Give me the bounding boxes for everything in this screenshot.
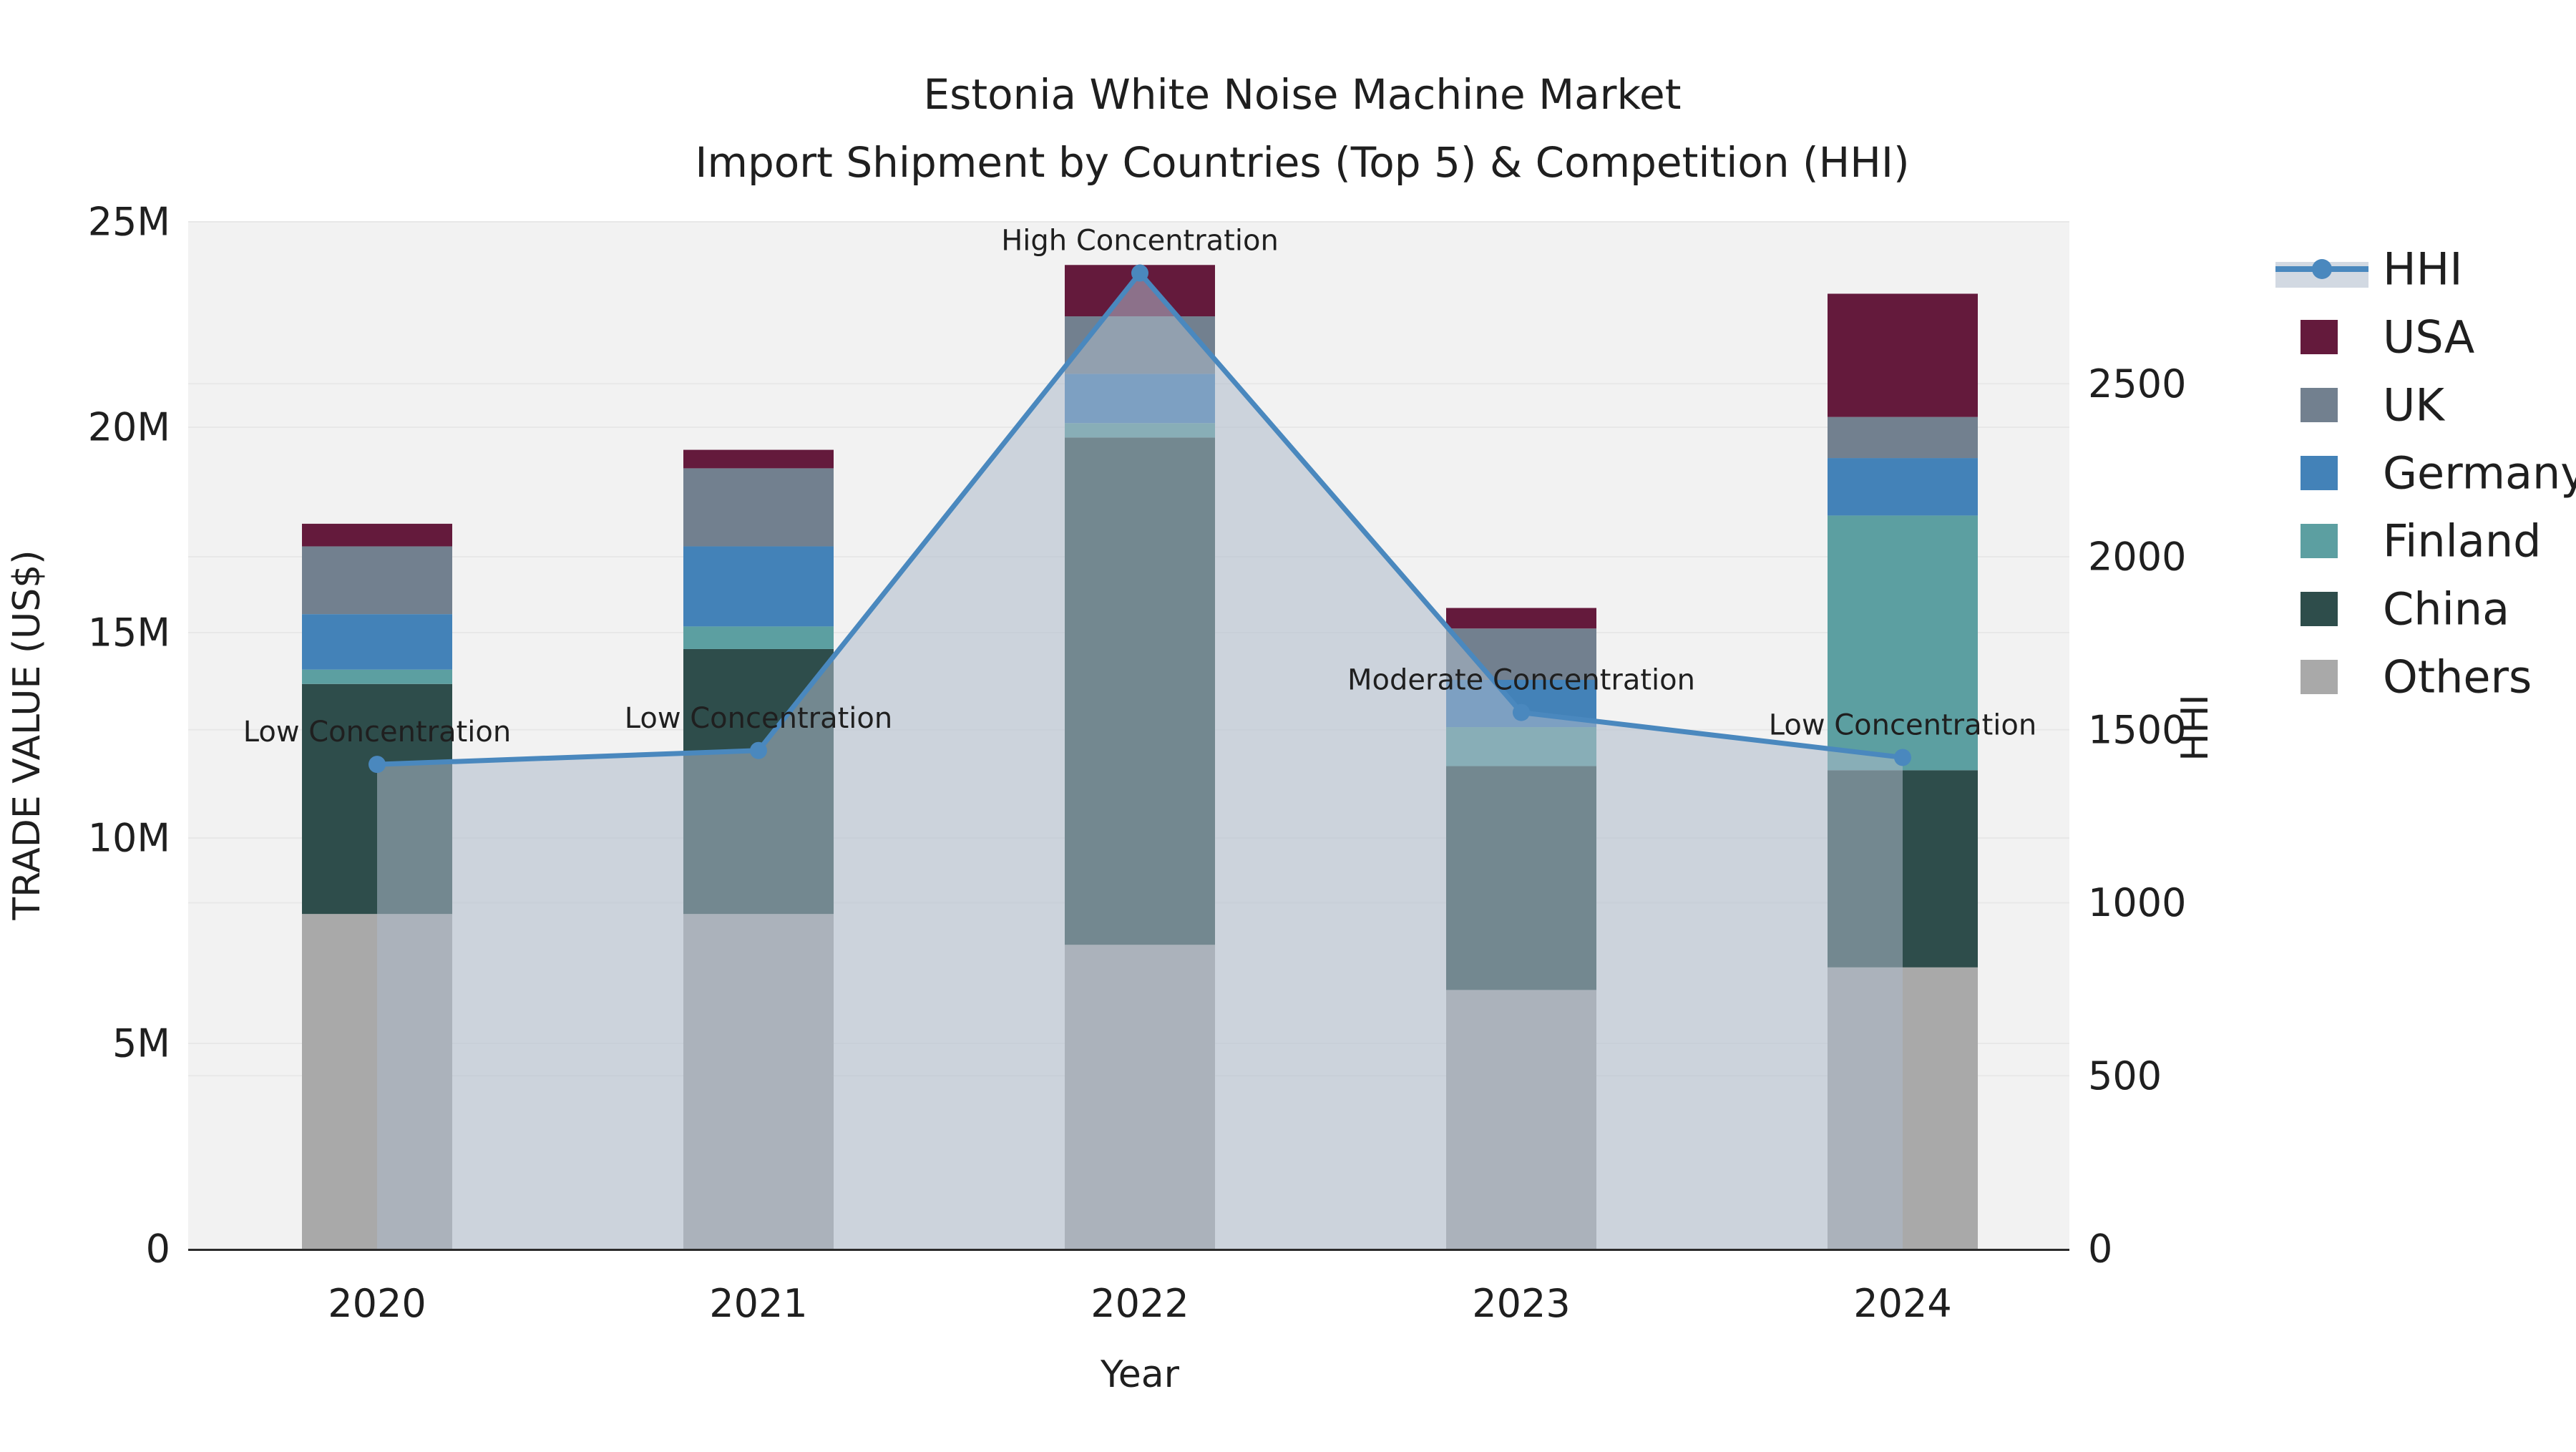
y-right-axis-title: HHI <box>2174 694 2217 761</box>
legend-item-usa: USA <box>2301 311 2474 364</box>
legend-label-china: China <box>2383 583 2509 635</box>
legend-label-hhi: HHI <box>2383 243 2463 296</box>
x-tick-2021: 2021 <box>709 1281 807 1326</box>
chart-title-line2: Import Shipment by Countries (Top 5) & C… <box>695 138 1909 187</box>
bar-segment-usa-2020 <box>302 523 452 547</box>
legend-hhi-marker-swatch <box>2312 259 2332 279</box>
legend-item-finland: Finland <box>2301 515 2542 567</box>
y-right-tick-1500: 1500 <box>2088 707 2186 752</box>
legend-label-germany: Germany <box>2383 447 2576 500</box>
y-right-tick-2000: 2000 <box>2088 535 2186 580</box>
x-tick-2024: 2024 <box>1853 1281 1951 1326</box>
bar-segment-uk-2020 <box>302 546 452 615</box>
annotation-2023: Moderate Concentration <box>1347 664 1695 697</box>
bar-segment-finland-2020 <box>302 669 452 684</box>
legend-swatch-china <box>2301 592 2338 626</box>
legend: HHI USA UK Germany Finland China Others <box>2275 243 2576 703</box>
y-left-tick-15M: 15M <box>88 610 170 656</box>
bar-segment-germany-2024 <box>1828 458 1978 516</box>
hhi-marker-2021 <box>750 741 767 759</box>
legend-item-uk: UK <box>2301 379 2445 432</box>
legend-item-others: Others <box>2301 651 2532 703</box>
bar-segment-finland-2024 <box>1828 515 1978 771</box>
y-left-tick-5M: 5M <box>112 1021 170 1066</box>
x-axis-title: Year <box>1100 1353 1180 1396</box>
legend-label-others: Others <box>2383 651 2532 703</box>
x-tick-2020: 2020 <box>328 1281 426 1326</box>
hhi-marker-2022 <box>1131 264 1148 282</box>
annotation-2021: Low Concentration <box>625 702 892 735</box>
legend-item-hhi: HHI <box>2275 243 2463 296</box>
hhi-marker-2023 <box>1513 703 1530 721</box>
bar-segment-germany-2021 <box>683 546 834 627</box>
legend-label-finland: Finland <box>2383 515 2542 567</box>
legend-item-germany: Germany <box>2301 447 2576 500</box>
hhi-marker-2024 <box>1894 749 1911 766</box>
y-right-tick-2500: 2500 <box>2088 361 2186 406</box>
y-left-tick-0: 0 <box>146 1227 170 1272</box>
bar-segment-uk-2021 <box>683 468 834 547</box>
y-left-tick-25M: 25M <box>88 200 170 245</box>
annotation-2024: Low Concentration <box>1769 708 2036 741</box>
legend-swatch-germany <box>2301 456 2338 490</box>
y-left-tick-20M: 20M <box>88 405 170 450</box>
x-tick-2023: 2023 <box>1472 1281 1570 1326</box>
chart-title-line1: Estonia White Noise Machine Market <box>924 70 1682 119</box>
bar-segment-usa-2021 <box>683 449 834 469</box>
annotation-2022: High Concentration <box>1001 225 1279 258</box>
y-left-tick-10M: 10M <box>88 816 170 861</box>
bar-segment-germany-2020 <box>302 614 452 670</box>
legend-swatch-usa <box>2301 320 2338 354</box>
x-tick-2022: 2022 <box>1091 1281 1189 1326</box>
y-right-tick-1000: 1000 <box>2088 880 2186 925</box>
bar-segment-uk-2024 <box>1828 416 1978 459</box>
hhi-area-fill <box>377 273 1903 1249</box>
legend-swatch-finland <box>2301 524 2338 558</box>
legend-item-china: China <box>2301 583 2509 635</box>
legend-label-uk: UK <box>2383 379 2445 432</box>
annotation-2020: Low Concentration <box>243 716 511 749</box>
legend-swatch-others <box>2301 660 2338 694</box>
y-right-tick-500: 500 <box>2088 1053 2162 1098</box>
y-right-tick-0: 0 <box>2088 1227 2112 1272</box>
bar-segment-usa-2023 <box>1446 608 1596 629</box>
hhi-marker-2020 <box>369 756 386 774</box>
legend-swatch-uk <box>2301 388 2338 422</box>
legend-label-usa: USA <box>2383 311 2474 364</box>
y-left-axis-title: TRADE VALUE (US$) <box>6 550 49 920</box>
bar-segment-finland-2021 <box>683 626 834 649</box>
bar-segment-usa-2024 <box>1828 293 1978 417</box>
